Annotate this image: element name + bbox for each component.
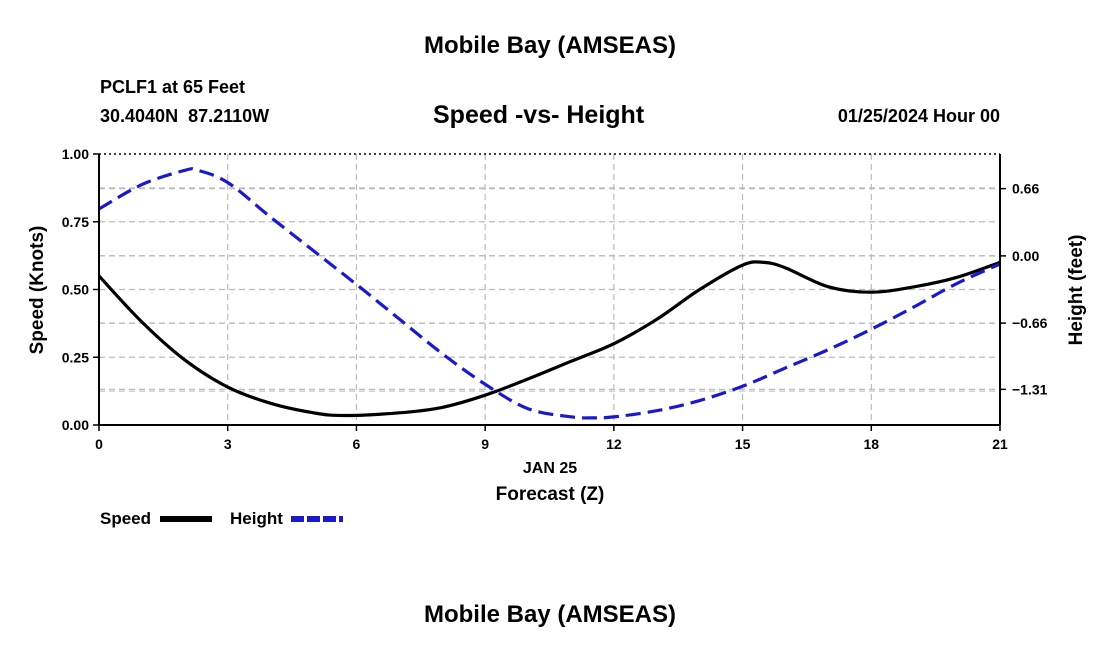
chart-title: Mobile Bay (AMSEAS) bbox=[423, 32, 677, 59]
x-tick-label: 3 bbox=[224, 436, 232, 452]
x-tick-label: 9 bbox=[481, 436, 489, 452]
station-label: PCLF1 at 65 Feet bbox=[100, 77, 246, 97]
y-tick-label: 0.75 bbox=[62, 214, 89, 230]
x-tick-label: 12 bbox=[606, 436, 622, 452]
coordinates-label: 30.4040N 87.2110W bbox=[100, 106, 270, 126]
grid-lines bbox=[99, 154, 1000, 425]
x-axis-label: Forecast (Z) bbox=[496, 484, 605, 505]
y-tick-label: 0.25 bbox=[62, 349, 89, 365]
x-tick-label: 0 bbox=[95, 436, 103, 452]
series-height-line bbox=[98, 167, 1001, 420]
y2-axis-label: Height (feet) bbox=[1066, 235, 1087, 346]
y-tick-label: 0.50 bbox=[62, 282, 89, 298]
footer-title: Mobile Bay (AMSEAS) bbox=[423, 601, 677, 628]
legend-speed-swatch bbox=[160, 516, 212, 522]
axes bbox=[93, 153, 1006, 431]
x-date-label: JAN 25 bbox=[523, 460, 577, 477]
y2-tick-label: −0.66 bbox=[1012, 315, 1048, 331]
y-axis-label: Speed (Knots) bbox=[27, 226, 48, 355]
series-speed-line bbox=[97, 260, 1001, 418]
y2-tick-label: 0.66 bbox=[1012, 181, 1039, 197]
legend-speed-label: Speed bbox=[100, 509, 152, 528]
y-tick-label: 1.00 bbox=[62, 146, 89, 162]
legend-height-label: Height bbox=[230, 509, 283, 528]
x-tick-label: 18 bbox=[863, 436, 879, 452]
tick-labels: 0 3 6 9 12 15 18 21 0.00 0.25 0.50 0.75 1.00 0.66 0.00… bbox=[62, 146, 1048, 452]
chart-subtitle: Speed -vs- Height bbox=[433, 101, 645, 129]
forecast-datetime: 01/25/2024 Hour 00 bbox=[837, 106, 1000, 126]
y2-tick-label: 0.00 bbox=[1012, 248, 1039, 264]
legend-height-swatch bbox=[291, 516, 343, 522]
y2-tick-label: −1.31 bbox=[1012, 381, 1048, 397]
series-lines bbox=[97, 167, 1001, 420]
x-tick-label: 15 bbox=[735, 436, 751, 452]
x-tick-label: 21 bbox=[992, 436, 1008, 452]
y-tick-label: 0.00 bbox=[62, 417, 89, 433]
x-tick-label: 6 bbox=[353, 436, 361, 452]
